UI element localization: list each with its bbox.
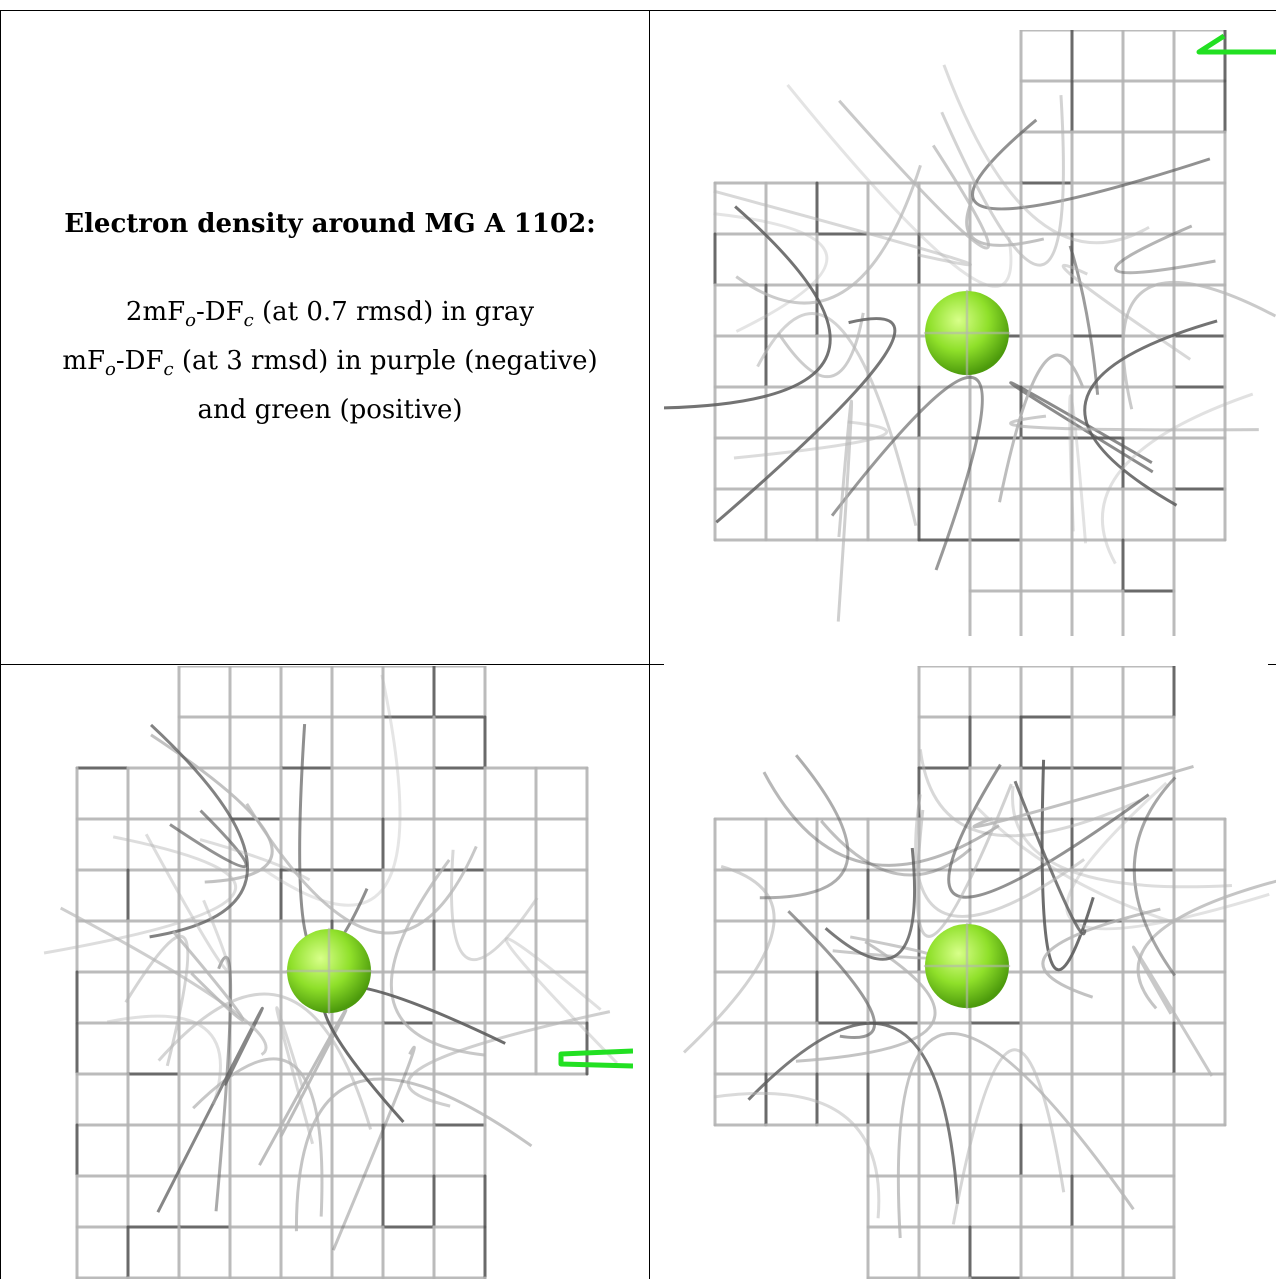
contour-strand [1065,781,1270,931]
contour-strand [214,955,233,1212]
caption-line-2: mFo-DFc (at 3 rmsd) in purple (negative) [62,346,598,381]
density-mesh-view-2 [43,666,633,1279]
contour-strand [713,212,829,333]
contour-strand [192,1057,324,1217]
contour-strand [1100,392,1254,565]
contour-strand [664,205,832,410]
contour-strand [1009,414,1259,432]
contour-strand [713,189,973,267]
contour-strand [199,838,311,882]
contour-strand [756,312,918,527]
contour-strand [1068,245,1100,395]
contour-strand [1132,776,1177,977]
contour-strand [124,935,190,1067]
contour-strand [971,118,1211,211]
contour-strand [918,749,1141,838]
contour-strand [331,1045,416,1251]
contour-strand [747,1021,960,1204]
contour-strand [795,940,937,1063]
contour-strand [150,733,274,884]
contour-strand [942,64,1150,245]
contour-strand [169,809,248,869]
caption-line-1: 2mFo-DFc (at 0.7 rmsd) in gray [125,297,535,332]
caption-title: Electron density around MG A 1102: [64,209,596,239]
contour-strand [149,723,250,939]
contour-strand [915,783,1013,938]
contour-strand [777,312,865,379]
density-mesh-view-1 [664,30,1276,636]
caption-body: 2mFo-DFc (at 0.7 rmsd) in gray mFo-DFc (… [62,292,597,431]
contour-strand [786,84,1013,288]
contour-strand [1040,759,1095,972]
contour-strand [820,819,972,877]
contour-strand [1132,945,1214,1077]
positive-density-contour [558,1048,633,1069]
contour-strand [1013,780,1087,936]
contour-strand [759,754,850,900]
contour-strand [1009,381,1154,474]
contour-strand [787,910,876,1039]
contour-strand [682,865,776,1054]
left-rule [0,10,1,1279]
center-vertical-rule [649,10,650,1279]
density-panel-bottom-left [26,666,633,1279]
contour-strand [896,1032,1135,1239]
contour-strand [914,794,1086,918]
contour-strand [1121,281,1276,410]
contour-strand [1010,785,1233,889]
contour-strand [972,764,1194,829]
center-horizontal-rule-right [1268,664,1276,665]
contour-strand [43,835,238,955]
contour-strand [951,1048,1066,1225]
contour-strand [156,1006,264,1213]
contour-strand [1114,224,1216,275]
contour-strand [449,849,539,962]
contour-strand [838,99,990,250]
contour-strand [824,847,917,961]
caption-cell: Electron density around MG A 1102: 2mFo-… [12,12,648,664]
contour-strand [965,197,1045,247]
contour-strand [713,1092,881,1219]
contour-strand [762,771,1000,867]
density-panel-bottom-right [664,666,1276,1279]
contour-strand [275,1006,314,1145]
density-panel-top-right [664,30,1276,636]
contour-strand [975,806,1175,924]
contour-strand [830,375,984,571]
contour-strand [258,1008,348,1166]
density-mesh-view-3 [682,666,1276,1279]
contour-strand [733,420,889,460]
contour-strand [1083,319,1218,507]
contour-strand [260,674,402,907]
contour-strand [157,992,373,1130]
contour-strand [245,802,478,935]
contour-strand [144,833,231,972]
contour-strand [998,353,1085,503]
contour-strand [1041,907,1161,999]
contour-strand [406,1010,611,1108]
contour-strand [1068,394,1088,544]
contour-strand [735,164,922,305]
center-horizontal-rule [0,664,664,665]
top-rule [0,10,1276,11]
contour-strand [59,906,268,1056]
contour-strand [1061,263,1192,361]
caption-line-3: and green (positive) [197,395,463,426]
contour-strand [940,95,1065,267]
contour-strand [1136,879,1276,1010]
positive-density-contour [1196,33,1276,55]
contour-strand [715,317,897,524]
contour-strand [836,399,854,622]
contour-strand [504,937,619,1065]
contour-strand [106,1014,222,1105]
